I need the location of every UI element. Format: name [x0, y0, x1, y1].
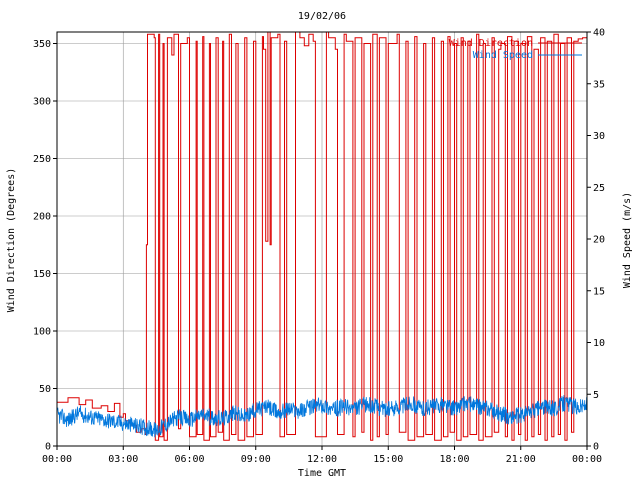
y-axis-left-label: Wind Direction (Degrees) [6, 168, 17, 313]
x-tick-label: 03:00 [108, 454, 138, 465]
legend-label-wind-direction: Wind Direction [449, 38, 533, 49]
x-tick-label: 09:00 [241, 454, 271, 465]
y-right-tick-label: 10 [593, 338, 605, 349]
wind-direction-line [57, 31, 587, 441]
legend-label-wind-speed: Wind Speed [473, 50, 533, 61]
y-right-tick-label: 40 [593, 28, 605, 39]
y-left-tick-label: 250 [33, 154, 51, 165]
y-left-tick-label: 300 [33, 97, 51, 108]
wind-speed-series [56, 395, 588, 438]
y-left-tick-label: 200 [33, 212, 51, 223]
x-tick-label: 21:00 [506, 454, 536, 465]
y-left-tick-label: 0 [45, 442, 51, 453]
y-left-tick-label: 100 [33, 327, 51, 338]
y-right-tick-label: 25 [593, 183, 605, 194]
legend: Wind Direction Wind Speed [449, 38, 582, 61]
x-axis-ticks: 00:00 03:00 06:00 09:00 12:00 15:00 18:00 21:00… [42, 446, 602, 465]
x-tick-label: 00:00 [572, 454, 602, 465]
x-tick-label: 00:00 [42, 454, 72, 465]
wind-direction-series [57, 31, 587, 441]
y-left-tick-label: 350 [33, 39, 51, 50]
y-right-tick-label: 20 [593, 235, 605, 246]
y-axis-right-label: Wind Speed (m/s) [622, 192, 633, 288]
chart-title: 19/02/06 [298, 11, 346, 22]
y-right-tick-label: 15 [593, 286, 605, 297]
x-tick-label: 18:00 [439, 454, 469, 465]
y-right-tick-label: 5 [593, 390, 599, 401]
x-tick-label: 15:00 [373, 454, 403, 465]
x-tick-label: 12:00 [307, 454, 337, 465]
y-axis-right-ticks: 0 5 10 15 20 25 30 35 40 [587, 28, 605, 453]
y-right-tick-label: 30 [593, 131, 605, 142]
x-tick-label: 06:00 [174, 454, 204, 465]
y-left-tick-label: 50 [39, 384, 51, 395]
y-right-tick-label: 35 [593, 79, 605, 90]
y-left-tick-label: 150 [33, 269, 51, 280]
wind-speed-line [56, 395, 588, 438]
y-axis-left-ticks: 0 50 100 150 200 250 300 350 [33, 39, 57, 453]
y-right-tick-label: 0 [593, 442, 599, 453]
x-axis-label: Time GMT [298, 468, 346, 479]
